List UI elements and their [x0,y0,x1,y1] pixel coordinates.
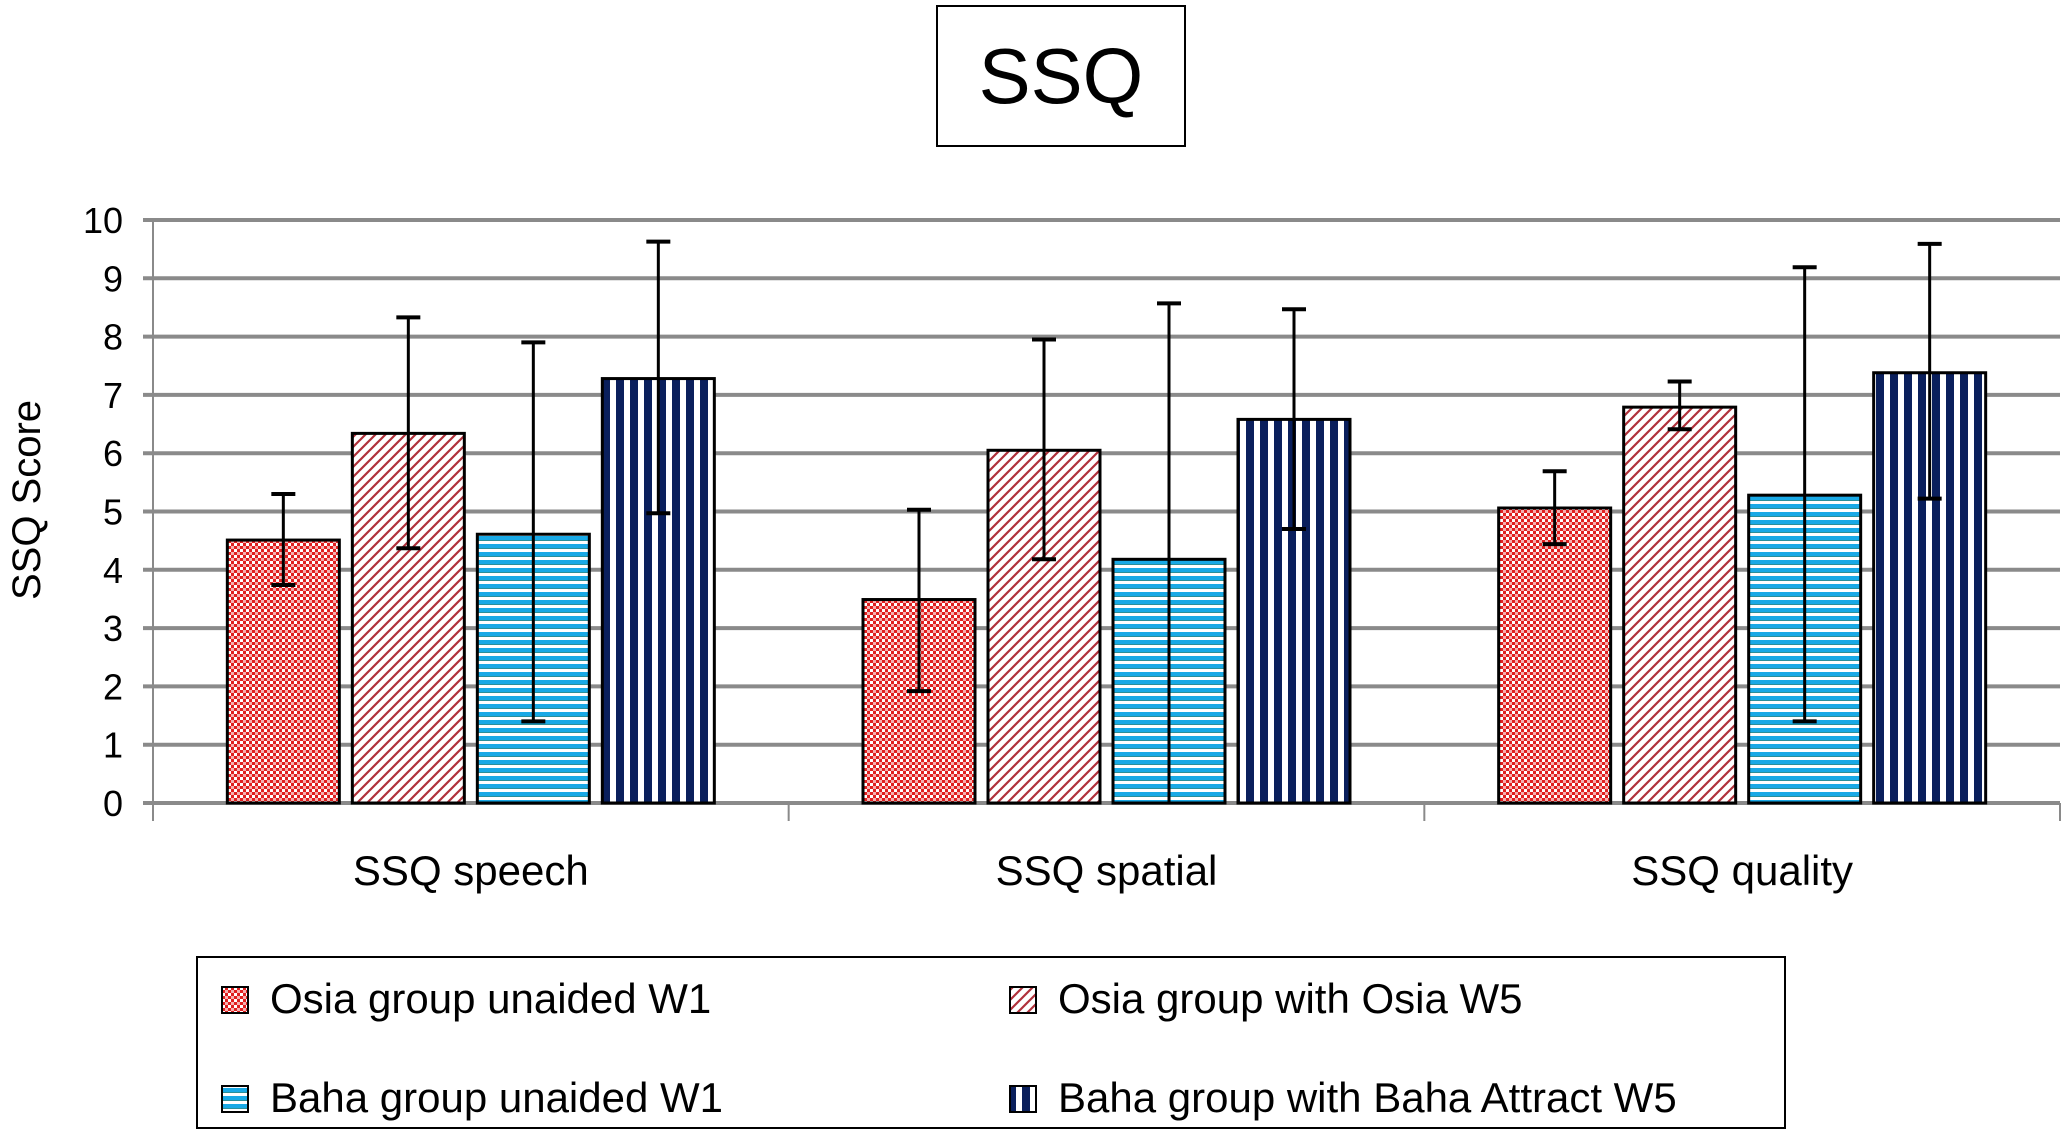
y-tick-label: 2 [103,666,123,707]
bar [1497,506,1613,805]
y-tick-label: 8 [103,317,123,358]
x-tick-label: SSQ speech [353,847,589,894]
legend-label: Osia group with Osia W5 [1058,975,1523,1022]
legend-box [196,956,1786,1129]
legend-swatch [221,986,249,1014]
bar [1622,405,1738,805]
y-tick-label: 0 [103,783,123,824]
y-tick-label: 4 [103,550,123,591]
x-tick-label: SSQ spatial [996,847,1218,894]
y-tick-label: 10 [83,200,123,241]
legend-label: Osia group unaided W1 [270,975,711,1022]
chart-title: SSQ [936,5,1186,147]
y-tick-label: 9 [103,258,123,299]
legend-swatch [1009,986,1037,1014]
y-tick-label: 3 [103,608,123,649]
y-tick-label: 7 [103,375,123,416]
y-tick-label: 6 [103,433,123,474]
y-tick-label: 1 [103,725,123,766]
legend-label: Baha group unaided W1 [270,1074,723,1121]
legend-label: Baha group with Baha Attract W5 [1058,1074,1677,1121]
y-tick-label: 5 [103,492,123,533]
y-axis-label: SSQ Score [5,400,49,600]
legend-swatch [1009,1085,1037,1113]
legend-swatch [221,1085,249,1113]
x-tick-label: SSQ quality [1631,847,1853,894]
